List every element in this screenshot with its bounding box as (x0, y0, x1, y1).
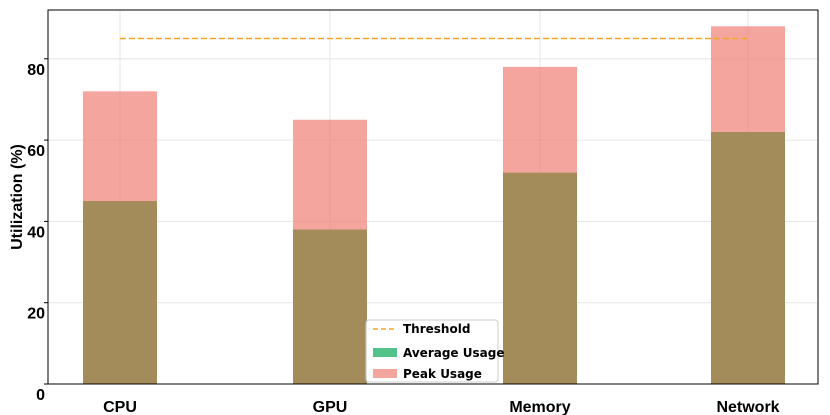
legend-average-label: Average Usage (403, 346, 504, 360)
plot-frame (47, 9, 819, 385)
x-tick-label: Network (716, 399, 779, 415)
legend-threshold-label: Threshold (403, 322, 470, 336)
y-tick-label: 60 (27, 143, 45, 160)
y-tick-label: 20 (27, 306, 45, 323)
peak-usage-bar (83, 91, 157, 202)
peak-usage-bar (293, 119, 367, 230)
x-tick-label: GPU (313, 399, 348, 415)
peak-usage-bars (83, 26, 785, 384)
y-tick-label: 80 (27, 62, 45, 79)
y-tick-label: 0 (36, 387, 45, 404)
legend-box (365, 319, 499, 383)
peak-usage-bar-overlap (711, 131, 785, 384)
legend-average-swatch (373, 348, 397, 357)
x-axis-ticks: CPU GPU Memory Network (103, 399, 780, 415)
peak-usage-bar-overlap (503, 172, 577, 384)
y-axis-title: Utilization (%) (9, 144, 26, 250)
legend: Threshold Average Usage Peak Usage (365, 319, 504, 383)
x-tick-label: Memory (509, 399, 570, 415)
y-tick-label: 40 (27, 224, 45, 241)
peak-usage-bar (503, 66, 577, 173)
peak-usage-bar-overlap (83, 201, 157, 384)
legend-peak-swatch (373, 369, 397, 378)
legend-peak-label: Peak Usage (403, 367, 482, 381)
y-axis-ticks: 0 20 40 60 80 (27, 58, 48, 404)
x-tick-label: CPU (103, 399, 137, 415)
peak-usage-bar-overlap (293, 229, 367, 384)
peak-usage-bar (711, 26, 785, 132)
